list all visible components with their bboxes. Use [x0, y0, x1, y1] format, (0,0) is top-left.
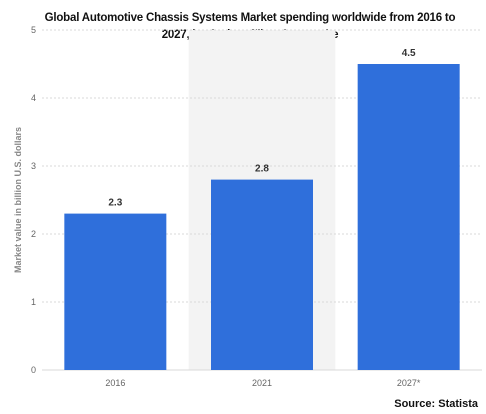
data-label: 2.8: [255, 164, 269, 175]
y-tick-label: 5: [31, 25, 36, 35]
x-tick-label: 2027*: [397, 378, 421, 388]
y-tick-label: 4: [31, 93, 36, 103]
y-tick-label: 0: [31, 365, 36, 375]
y-tick-label: 3: [31, 161, 36, 171]
source-label: Source: Statista: [394, 398, 478, 410]
x-tick-label: 2021: [252, 378, 272, 388]
y-tick-label: 2: [31, 229, 36, 239]
data-label: 4.5: [402, 48, 416, 59]
y-axis-title: Market value in billion U.S. dollars: [13, 127, 23, 273]
bar-2016: [64, 213, 167, 370]
x-tick-label: 2016: [105, 378, 125, 388]
bar-2027*: [357, 64, 460, 370]
data-label: 2.3: [108, 198, 122, 209]
bar-2021: [211, 179, 313, 370]
y-tick-label: 1: [31, 297, 36, 307]
